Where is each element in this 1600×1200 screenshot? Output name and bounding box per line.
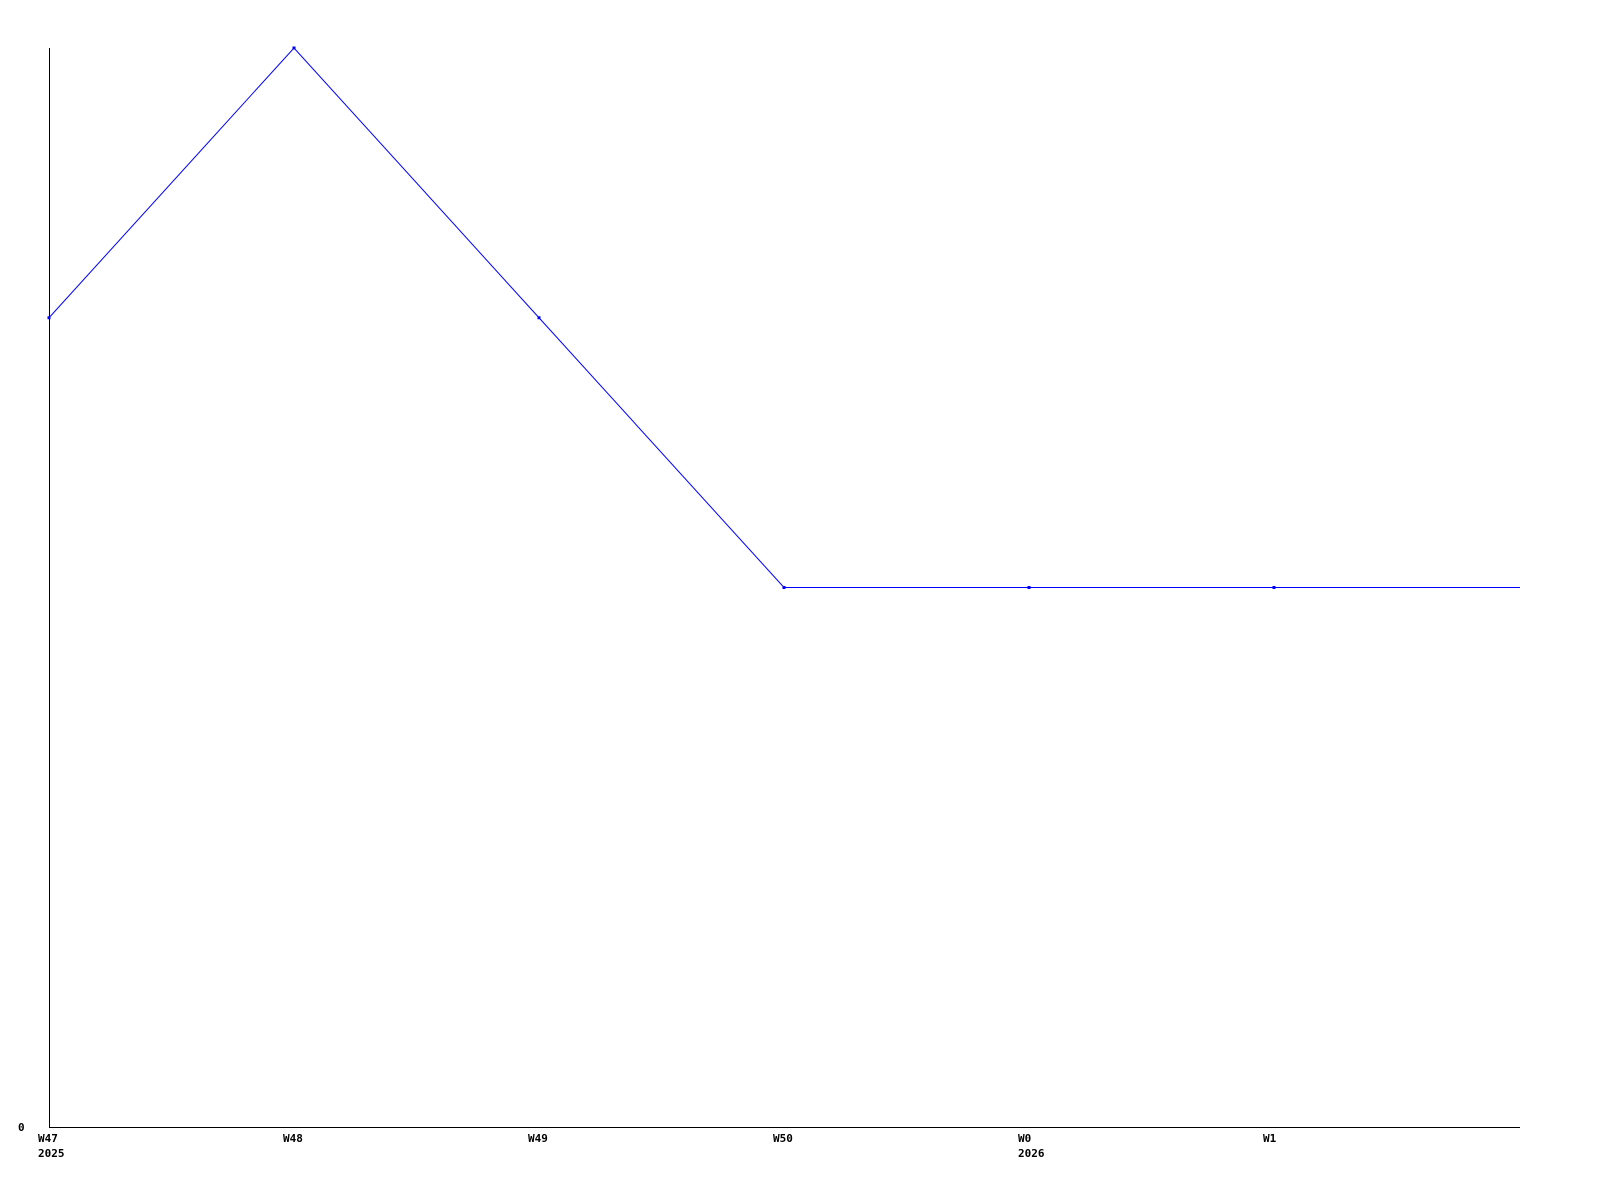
data-point-W49 <box>537 316 541 320</box>
x-tick-label: W47 <box>38 1132 58 1145</box>
y-tick-label-0: 0 <box>18 1121 25 1134</box>
data-point-W1 <box>1272 586 1276 589</box>
data-point-W48 <box>292 46 296 50</box>
x-tick-sublabel: 2026 <box>1018 1147 1045 1160</box>
x-tick-sublabel: 2025 <box>38 1147 65 1160</box>
x-tick-label: W0 <box>1018 1132 1031 1145</box>
series-line <box>48 47 1520 588</box>
x-tick-label: W48 <box>283 1132 303 1145</box>
data-point-W0 <box>1027 586 1031 589</box>
x-tick-label: W1 <box>1263 1132 1277 1145</box>
data-point-W47 <box>47 316 51 320</box>
x-tick-label: W49 <box>528 1132 548 1145</box>
x-tick-label: W50 <box>773 1132 793 1145</box>
data-point-W50 <box>782 586 786 589</box>
